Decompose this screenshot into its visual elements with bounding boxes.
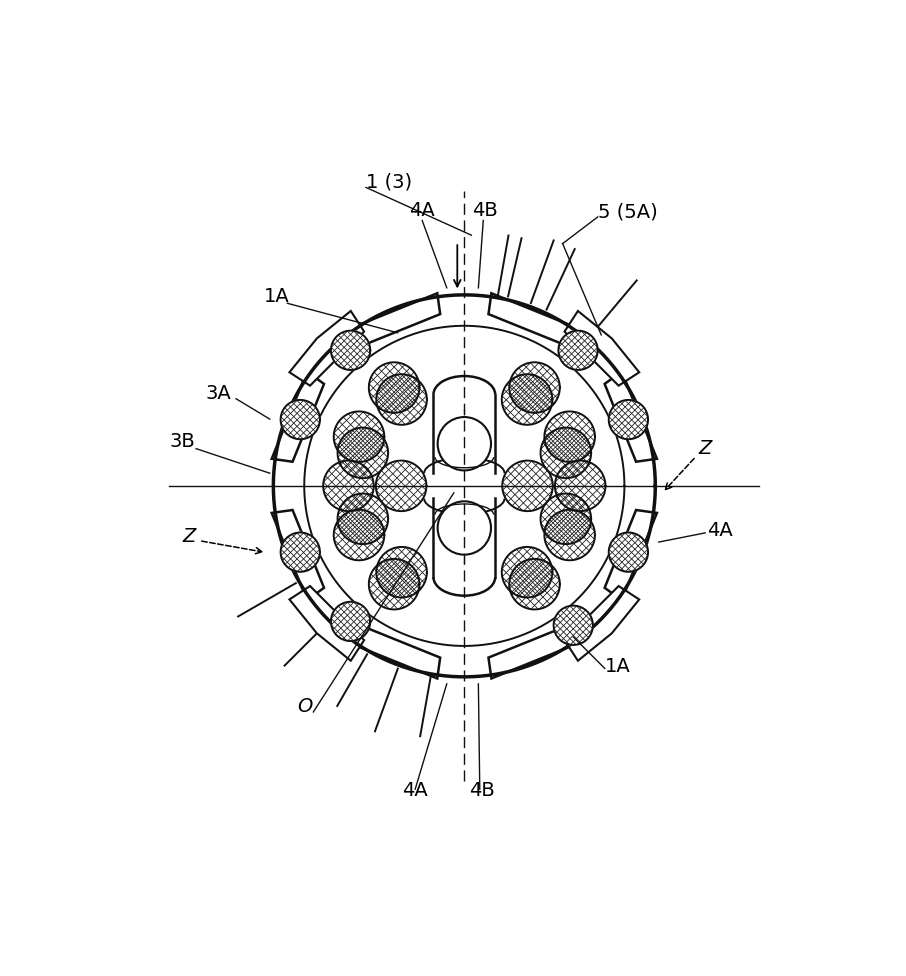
Text: Z: Z (699, 439, 711, 459)
Text: 4A: 4A (402, 781, 428, 800)
Text: Z: Z (183, 527, 196, 546)
Polygon shape (433, 376, 496, 473)
Polygon shape (281, 400, 320, 439)
Polygon shape (369, 559, 419, 609)
Circle shape (438, 502, 491, 554)
Polygon shape (350, 627, 440, 678)
Polygon shape (541, 494, 591, 544)
Polygon shape (376, 547, 427, 597)
Text: 3B: 3B (169, 432, 195, 451)
Text: 3A: 3A (206, 384, 232, 403)
Polygon shape (488, 627, 579, 678)
Text: 4A: 4A (410, 200, 435, 220)
Polygon shape (376, 461, 427, 511)
Polygon shape (502, 461, 553, 511)
Text: 1A: 1A (604, 657, 631, 676)
Polygon shape (289, 586, 364, 661)
Polygon shape (509, 559, 560, 609)
Polygon shape (609, 533, 648, 572)
Polygon shape (564, 311, 640, 386)
Polygon shape (564, 586, 640, 661)
Polygon shape (281, 533, 320, 572)
Polygon shape (350, 293, 440, 346)
Polygon shape (272, 372, 324, 462)
Text: O: O (297, 697, 313, 716)
Text: 4B: 4B (473, 200, 498, 220)
Polygon shape (502, 547, 553, 597)
Polygon shape (331, 602, 371, 641)
Polygon shape (338, 427, 388, 478)
Text: 1 (3): 1 (3) (366, 173, 412, 191)
Polygon shape (333, 509, 384, 560)
Polygon shape (433, 499, 496, 595)
Polygon shape (502, 374, 553, 425)
Text: 4A: 4A (707, 521, 732, 541)
Polygon shape (609, 400, 648, 439)
Polygon shape (331, 331, 371, 370)
Text: 1A: 1A (265, 287, 290, 305)
Circle shape (438, 417, 491, 470)
Text: 4B: 4B (469, 781, 495, 800)
Polygon shape (338, 494, 388, 544)
Polygon shape (554, 461, 605, 511)
Polygon shape (604, 372, 657, 462)
Polygon shape (376, 374, 427, 425)
Polygon shape (289, 311, 364, 386)
Polygon shape (509, 362, 560, 413)
Polygon shape (274, 295, 655, 676)
Polygon shape (488, 293, 579, 346)
Polygon shape (323, 461, 374, 511)
Polygon shape (545, 509, 595, 560)
Polygon shape (272, 510, 324, 600)
Text: 5 (5A): 5 (5A) (598, 203, 658, 222)
Polygon shape (369, 362, 419, 413)
Polygon shape (545, 412, 595, 462)
Polygon shape (604, 510, 657, 600)
Polygon shape (554, 606, 593, 645)
Polygon shape (541, 427, 591, 478)
Polygon shape (558, 331, 598, 370)
Polygon shape (333, 412, 384, 462)
